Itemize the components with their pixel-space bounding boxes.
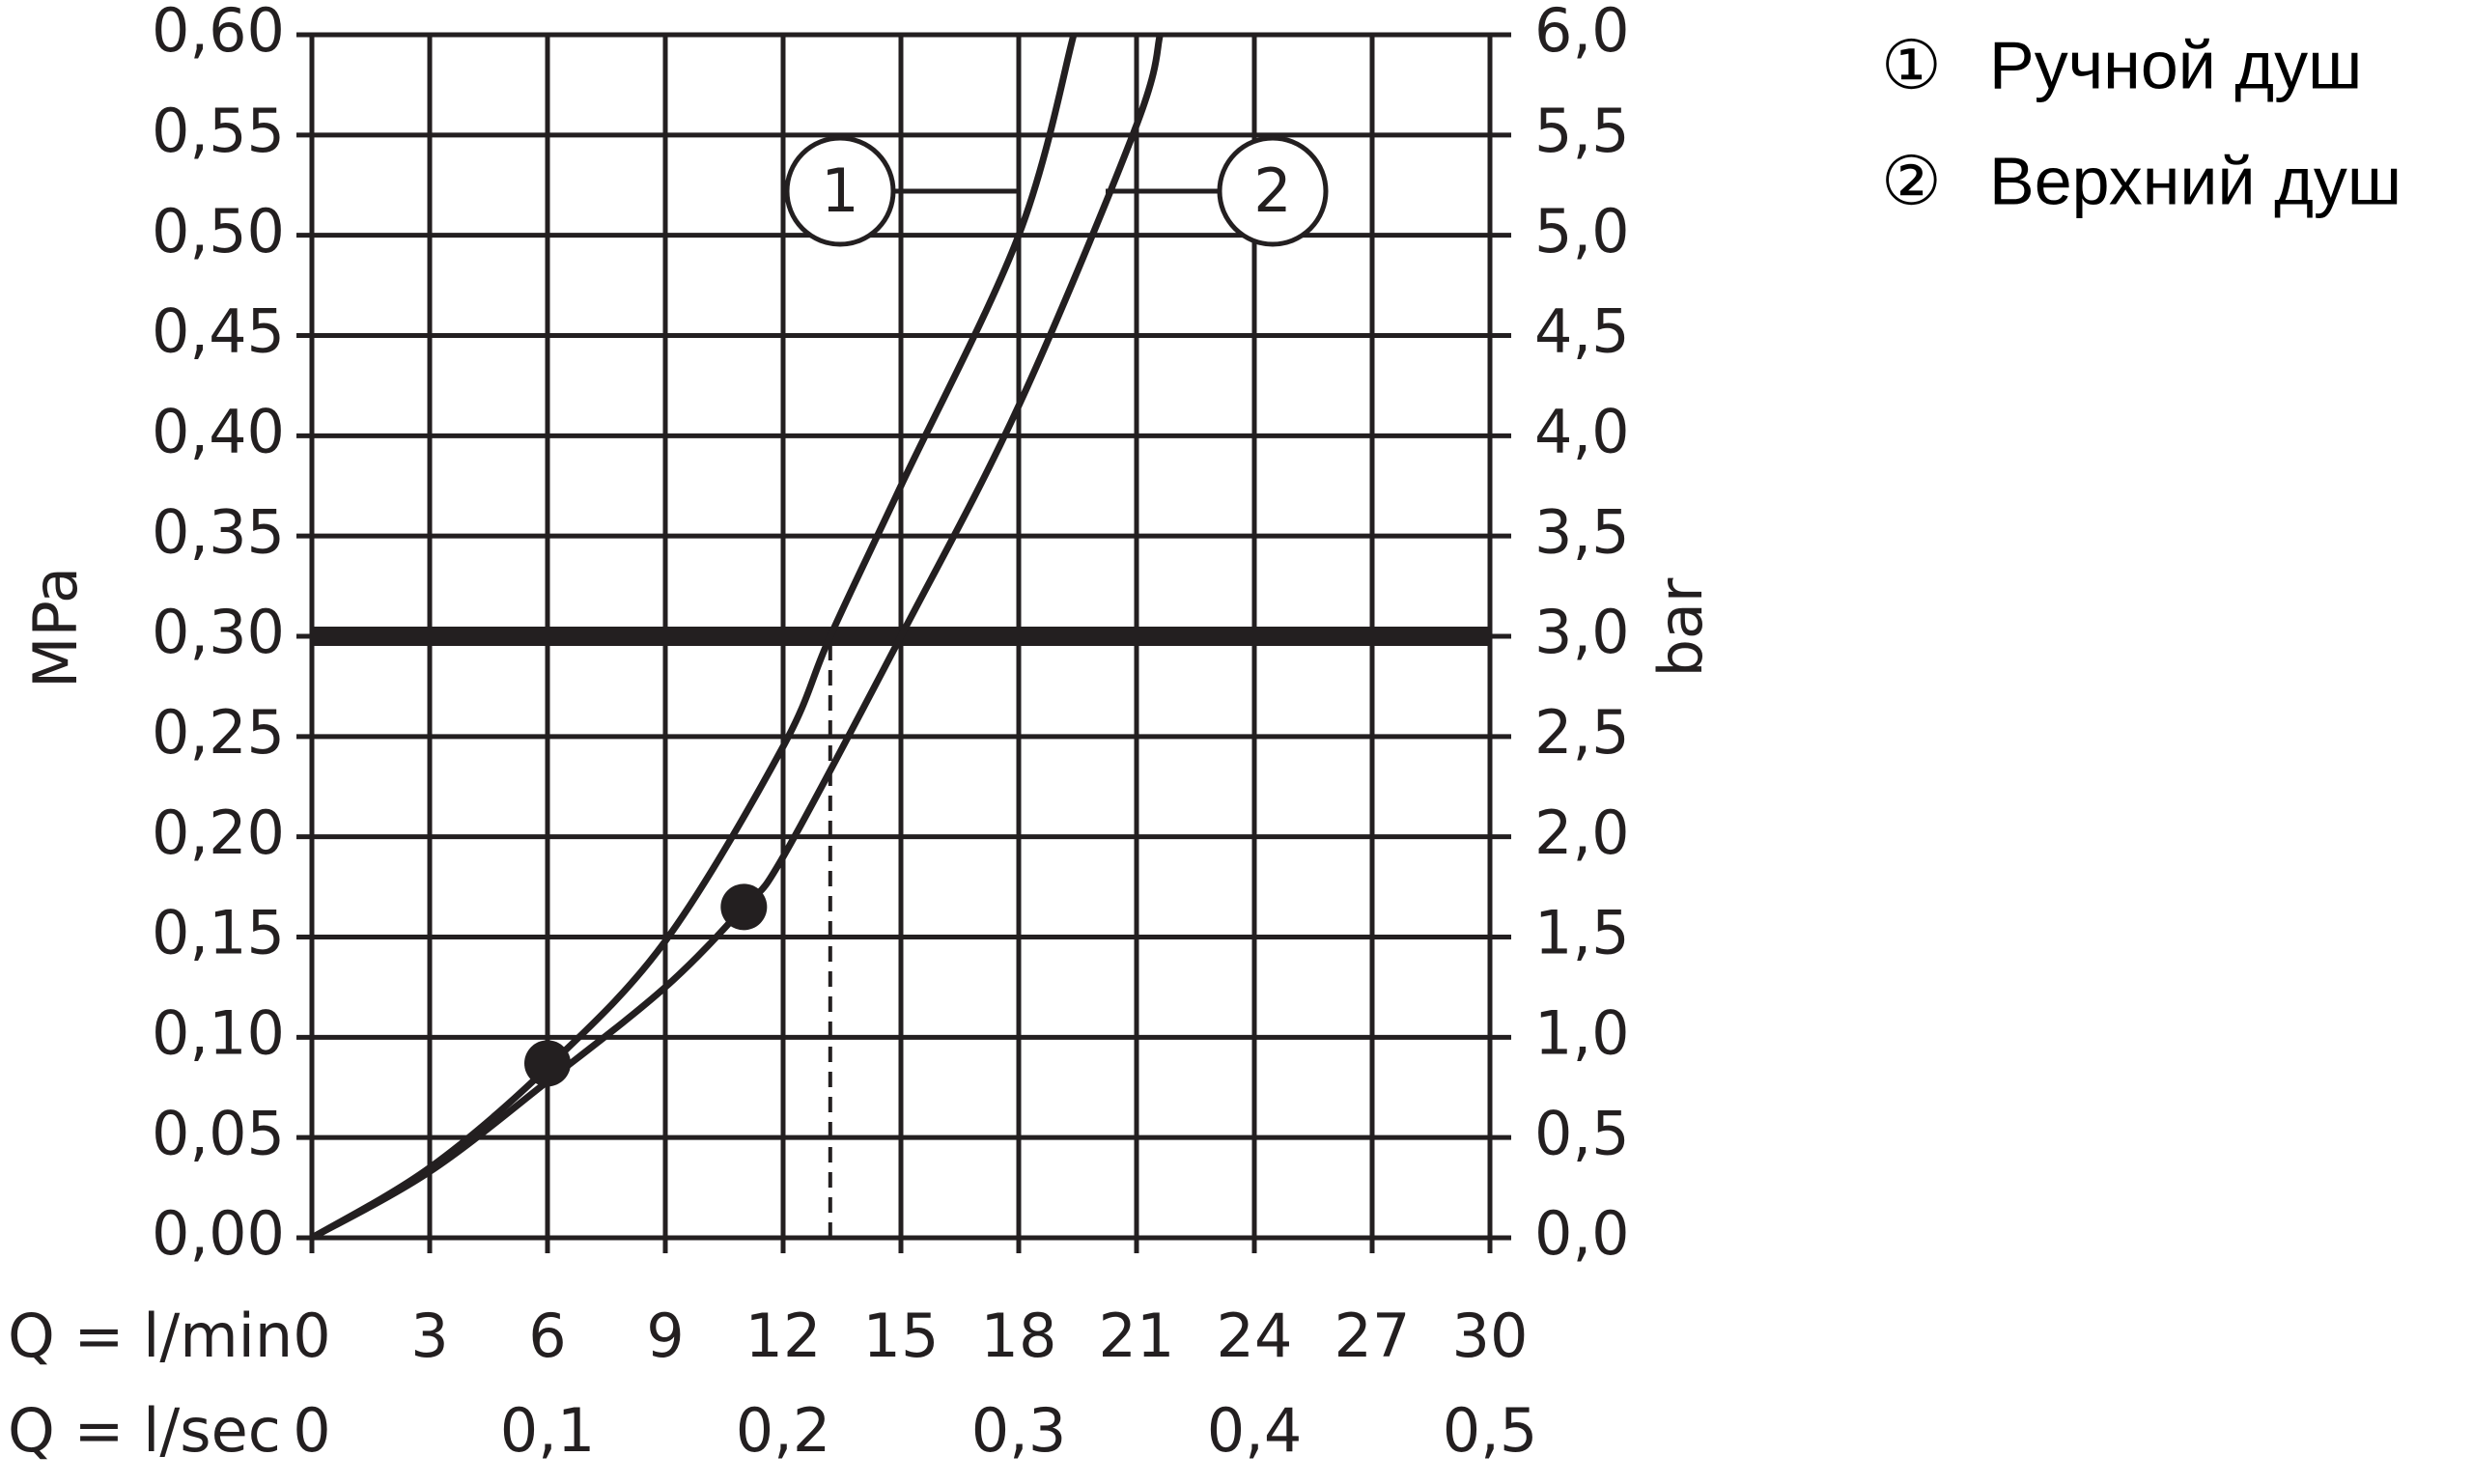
y2-tick-label: 3,5: [1534, 496, 1630, 567]
y2-tick-label: 1,0: [1534, 997, 1630, 1068]
y-tick-label: 0,20: [152, 798, 285, 868]
x-tick-label: 18: [981, 1301, 1057, 1371]
x2-tick-label: 0: [293, 1395, 330, 1466]
x-tick-label: 12: [745, 1301, 822, 1371]
y-tick-label: 0,60: [152, 0, 285, 66]
y2-axis-label: bar: [1645, 577, 1716, 677]
legend-label: Ручной душ: [1989, 27, 2362, 102]
x-tick-label: 3: [410, 1301, 448, 1371]
x-tick-label: 21: [1099, 1301, 1175, 1371]
legend-marker: ①: [1881, 27, 1942, 102]
x-tick-label: 15: [863, 1301, 940, 1371]
y2-tick-label: 4,0: [1534, 396, 1630, 466]
x2-tick-label: 0,5: [1443, 1395, 1538, 1466]
y2-tick-label: 5,0: [1534, 196, 1630, 266]
x2-tick-label: 0,1: [500, 1395, 596, 1466]
callout-label: 1: [821, 155, 858, 226]
y-tick-label: 0,45: [152, 296, 285, 367]
legend-marker: ②: [1881, 143, 1942, 218]
marker-dot: [524, 1040, 571, 1087]
x-tick-label: 30: [1452, 1301, 1529, 1371]
y2-tick-label: 5,5: [1534, 96, 1630, 166]
y2-tick-label: 0,0: [1534, 1198, 1630, 1269]
y-tick-label: 0,05: [152, 1098, 285, 1168]
y-axis-label: MPa: [20, 567, 91, 688]
y2-tick-label: 2,5: [1534, 697, 1630, 768]
y2-tick-label: 0,5: [1534, 1098, 1630, 1168]
callout-circle: [784, 135, 896, 247]
y2-tick-label: 4,5: [1534, 296, 1630, 367]
y-tick-label: 0,40: [152, 396, 285, 466]
y2-tick-label: 1,5: [1534, 898, 1630, 968]
y-tick-label: 0,00: [152, 1198, 285, 1269]
x2-tick-label: 0,3: [971, 1395, 1067, 1466]
x2-axis-label: Q = l/sec: [8, 1395, 281, 1466]
y-tick-label: 0,35: [152, 496, 285, 567]
x-axis-label: Q = l/min: [8, 1301, 293, 1371]
y2-tick-label: 3,0: [1534, 597, 1630, 667]
y-tick-label: 0,10: [152, 997, 285, 1068]
x2-tick-label: 0,4: [1207, 1395, 1303, 1466]
curve: [310, 34, 1164, 1242]
x-tick-label: 24: [1217, 1301, 1293, 1371]
marker-dot: [720, 883, 768, 931]
legend-label: Верхний душ: [1989, 143, 2402, 218]
y-tick-label: 0,50: [152, 196, 285, 266]
callout-circle: [1217, 135, 1329, 247]
callout-label: 2: [1253, 155, 1291, 226]
y-tick-label: 0,25: [152, 697, 285, 768]
y-tick-label: 0,30: [152, 597, 285, 667]
y2-tick-label: 2,0: [1534, 798, 1630, 868]
x2-tick-label: 0,2: [736, 1395, 831, 1466]
y-tick-label: 0,55: [152, 96, 285, 166]
y-tick-label: 0,15: [152, 898, 285, 968]
x-tick-label: 0: [293, 1301, 330, 1371]
y2-tick-label: 6,0: [1534, 0, 1630, 66]
legend: ① Ручной душ ② Верхний душ: [1881, 27, 2402, 218]
x-tick-label: 6: [528, 1301, 566, 1371]
x-tick-label: 9: [646, 1301, 684, 1371]
curve: [310, 34, 1078, 1242]
x-tick-label: 27: [1334, 1301, 1411, 1371]
